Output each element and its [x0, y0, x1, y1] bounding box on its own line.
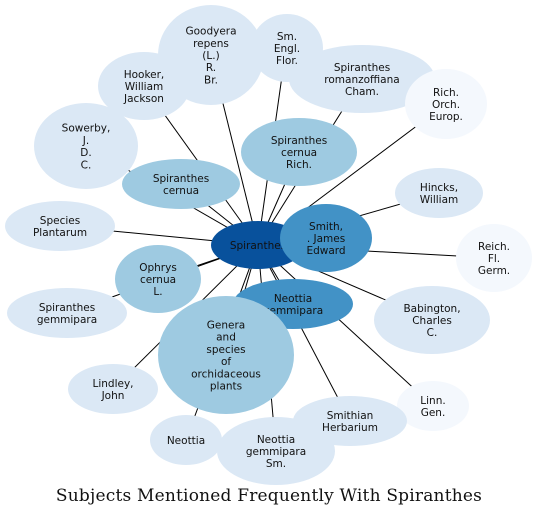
node-label: Ophrys cernua L.	[139, 262, 177, 298]
node-bubble	[289, 45, 435, 113]
node-bubble	[68, 364, 158, 414]
node-lindley[interactable]: Lindley, John	[68, 364, 158, 414]
center-label: Spiranthes	[230, 240, 286, 252]
node-label: Spiranthes gemmipara	[37, 302, 97, 326]
node-bubble	[5, 201, 115, 251]
node-smith[interactable]: Smith,. James Edward	[280, 204, 372, 272]
nodes-layer: Goodyera repens (L.) R. Br. Sm. Engl. Flor. Spir…	[5, 5, 532, 485]
node-bubble	[7, 288, 127, 338]
node-label: Spiranthes cernua Rich.	[271, 135, 327, 171]
node-label: Genera and species of orchidaceous plants	[191, 320, 261, 393]
node-label: Goodyera repens (L.) R. Br.	[185, 26, 236, 87]
node-sowerby[interactable]: Sowerby, J. D. C.	[34, 103, 138, 189]
node-ophrys-cernua[interactable]: Ophrys cernua L.	[115, 245, 201, 313]
node-label: Hincks, William	[420, 182, 458, 206]
node-spiranthes-romanzoffiana[interactable]: Spiranthes romanzoffiana Cham.	[289, 45, 435, 113]
node-bubble	[122, 159, 240, 209]
node-label: Smithian Herbarium	[322, 410, 378, 434]
node-label: Hooker, William Jackson	[123, 69, 164, 105]
node-genera-species[interactable]: Genera and species of orchidaceous plants	[158, 296, 294, 414]
node-neottia[interactable]: Neottia	[150, 415, 222, 465]
edge-linn-gen	[257, 244, 434, 407]
diagram-caption: Subjects Mentioned Frequently With Spira…	[55, 486, 483, 506]
node-bubble	[405, 69, 487, 139]
node-bubble	[115, 245, 201, 313]
node-label: Reich. Fl. Germ.	[478, 241, 510, 277]
node-label: Rich. Orch. Europ.	[429, 87, 463, 123]
node-bubble	[217, 417, 335, 485]
node-label: Babington, Charles C.	[403, 303, 460, 339]
node-species-plantarum[interactable]: Species Plantarum	[5, 201, 115, 251]
node-label: Spiranthes romanzoffiana Cham.	[324, 62, 399, 98]
node-label: Smith,. James Edward	[306, 221, 345, 257]
node-spiranthes-gemmipara[interactable]: Spiranthes gemmipara	[7, 288, 127, 338]
node-bubble	[456, 224, 532, 292]
edge-smithian-herbarium	[257, 244, 351, 422]
node-label: Species Plantarum	[33, 215, 87, 239]
node-label: Linn. Gen.	[420, 395, 445, 419]
node-neottia-gemmipara-sm[interactable]: Neottia gemmipara Sm.	[217, 417, 335, 485]
node-hooker[interactable]: Hooker, William Jackson	[98, 52, 190, 120]
node-label: Sm. Engl. Flor.	[274, 31, 300, 67]
node-label: Neottia	[167, 435, 205, 447]
node-bubble	[34, 103, 138, 189]
node-bubble	[280, 204, 372, 272]
node-bubble	[397, 381, 469, 431]
node-label: Sowerby, J. D. C.	[62, 123, 111, 172]
node-label: Lindley, John	[92, 378, 133, 402]
node-label: Spiranthes cernua	[153, 173, 209, 197]
node-bubble	[158, 296, 294, 414]
node-bubble	[374, 286, 490, 354]
node-bubble	[150, 415, 222, 465]
node-rich-orch-europ[interactable]: Rich. Orch. Europ.	[405, 69, 487, 139]
node-bubble	[395, 168, 483, 218]
node-label: Neottia gemmipara	[263, 293, 323, 317]
node-bubble	[241, 118, 357, 186]
node-babington[interactable]: Babington, Charles C.	[374, 286, 490, 354]
node-linn-gen[interactable]: Linn. Gen.	[397, 381, 469, 431]
node-reich-fl-germ[interactable]: Reich. Fl. Germ.	[456, 224, 532, 292]
node-spiranthes-cernua[interactable]: Spiranthes cernua	[122, 159, 240, 209]
node-bubble	[98, 52, 190, 120]
node-label: Neottia gemmipara Sm.	[246, 434, 306, 470]
node-spiranthes-cernua-rich[interactable]: Spiranthes cernua Rich.	[241, 118, 357, 186]
node-hincks[interactable]: Hincks, William	[395, 168, 483, 218]
